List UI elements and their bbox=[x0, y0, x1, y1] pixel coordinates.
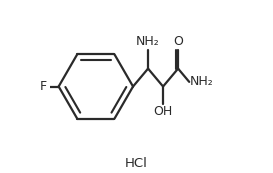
Text: NH₂: NH₂ bbox=[190, 75, 214, 88]
Text: NH₂: NH₂ bbox=[136, 35, 160, 48]
Text: HCl: HCl bbox=[125, 157, 148, 170]
Text: OH: OH bbox=[153, 105, 173, 118]
Text: O: O bbox=[173, 35, 183, 48]
Text: F: F bbox=[39, 80, 46, 93]
